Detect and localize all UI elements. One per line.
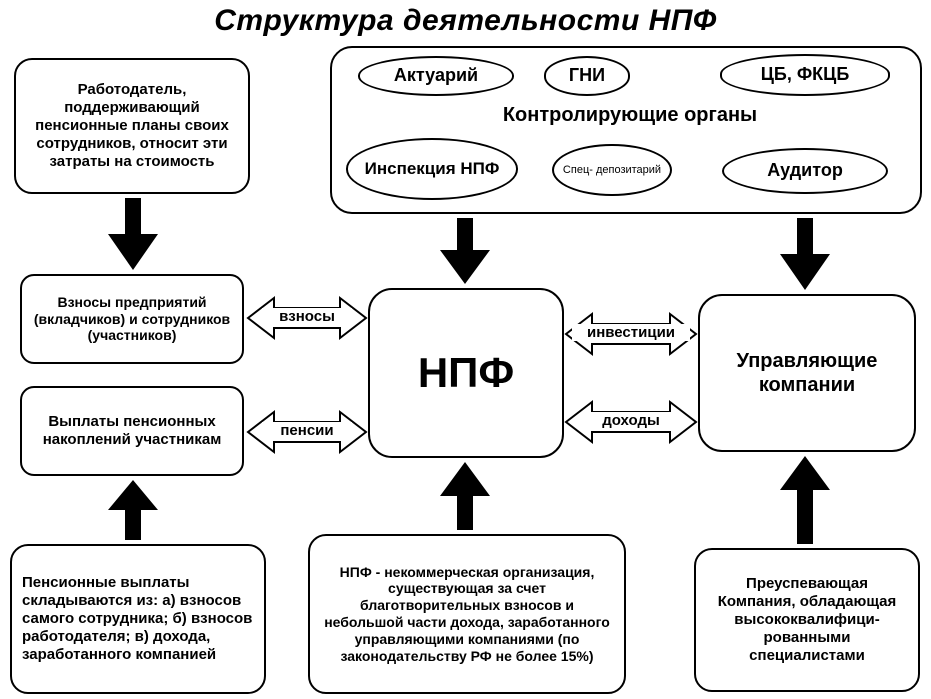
box-npf-desc: НПФ - некоммерческая организация, сущест…	[308, 534, 626, 694]
ellipse-cb: ЦБ, ФКЦБ	[720, 54, 890, 96]
arrow-employer-down	[108, 198, 158, 270]
ellipse-actuary: Актуарий	[358, 56, 514, 96]
diagram-title: Структура деятельности НПФ	[0, 4, 931, 38]
box-contributions: Взносы предприятий (вкладчиков) и сотруд…	[20, 274, 244, 364]
label-invest: инвестиции	[572, 324, 690, 341]
arrow-control-to-npf	[440, 218, 490, 284]
diagram-stage: Структура деятельности НПФ Актуарий ГНИ …	[0, 0, 931, 699]
arrow-npfdesc-up	[440, 462, 490, 530]
ellipse-gni: ГНИ	[544, 56, 630, 96]
ellipse-spec-dep: Спец- депозитарий	[552, 144, 672, 196]
label-income: доходы	[584, 412, 678, 429]
label-pensii: пенсии	[262, 422, 352, 439]
control-panel-title: Контролирующие органы	[420, 104, 840, 127]
box-npf: НПФ	[368, 288, 564, 458]
box-pension-breakdown: Пенсионные выплаты складываются из: а) в…	[10, 544, 266, 694]
arrow-control-to-mgmt	[780, 218, 830, 290]
ellipse-inspection: Инспекция НПФ	[346, 138, 518, 200]
box-employer: Работодатель, поддерживающий пенсионные …	[14, 58, 250, 194]
arrow-breakdown-up	[108, 480, 158, 540]
box-mgmt-desc: Преуспевающая Компания, обладающая высок…	[694, 548, 920, 692]
box-mgmt: Управляющие компании	[698, 294, 916, 452]
ellipse-auditor: Аудитор	[722, 148, 888, 194]
arrow-mgmtdesc-up	[780, 456, 830, 544]
label-vznosy: взносы	[262, 308, 352, 325]
box-payouts: Выплаты пенсионных накоплений участникам	[20, 386, 244, 476]
